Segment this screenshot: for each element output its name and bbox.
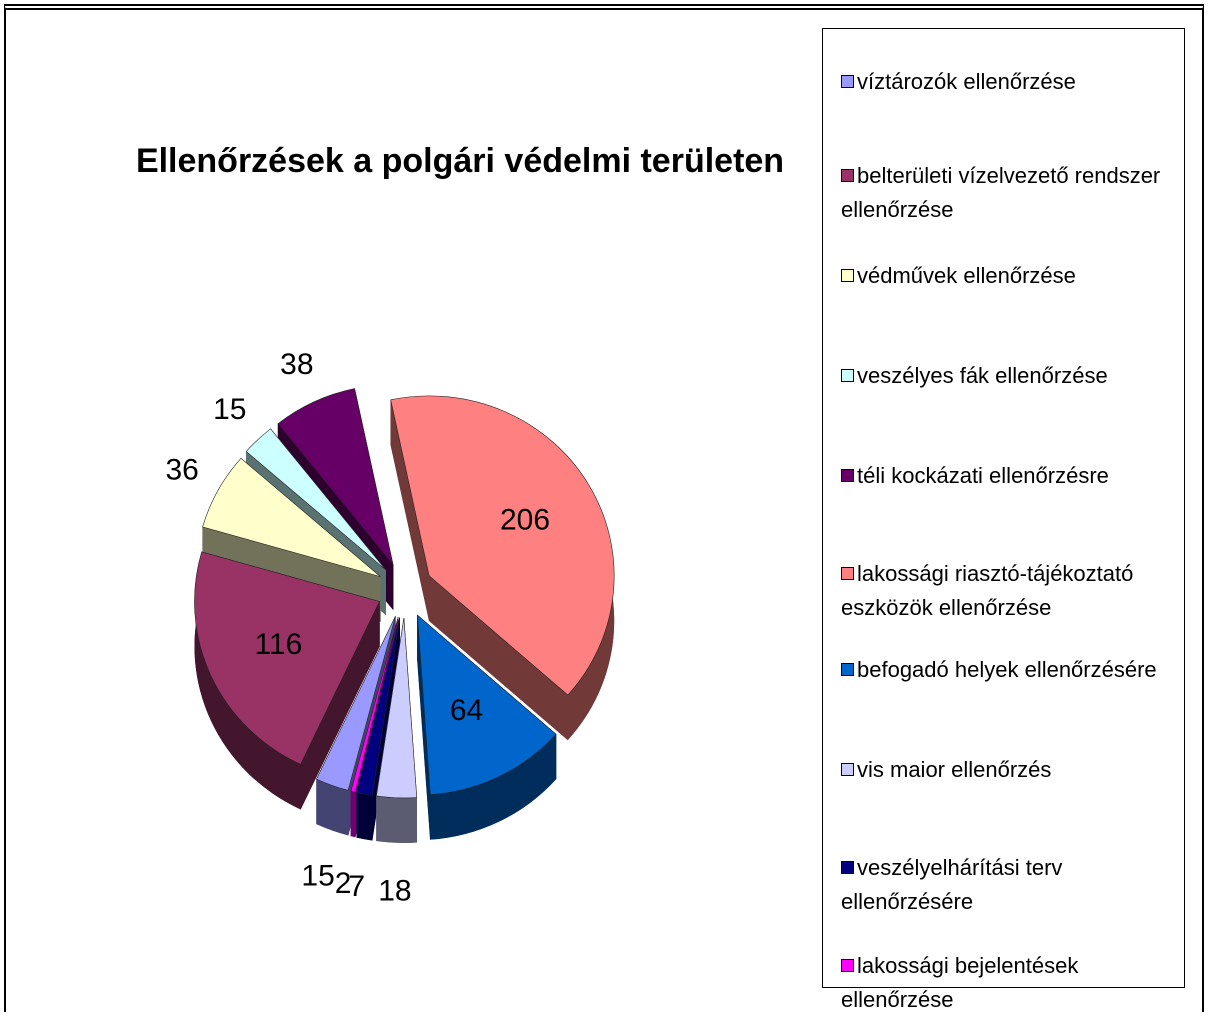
slice (390, 395, 615, 741)
slice (376, 617, 418, 843)
legend-label: téli kockázati ellenőrzésre (857, 463, 1109, 488)
slice (417, 614, 557, 840)
legend-item: víztározók ellenőrzése (841, 65, 1181, 99)
legend-swatch (841, 169, 854, 182)
slice (376, 617, 418, 799)
legend-swatch (841, 959, 854, 972)
slice-side (356, 792, 373, 841)
slice (245, 428, 386, 570)
legend-label: védművek ellenőrzése (857, 263, 1076, 288)
data-label: 2 (335, 867, 352, 900)
chart-title: Ellenőrzések a polgári védelmi területen (136, 142, 784, 180)
slice (417, 614, 557, 795)
legend-item: veszélyelhárítási terv ellenőrzésére (841, 851, 1181, 919)
data-label: 15 (213, 393, 246, 426)
legend-label: belterületi vízelvezető rendszer ellenőr… (841, 163, 1161, 222)
slice (194, 551, 380, 810)
legend-item: befogadó helyek ellenőrzésére (841, 653, 1181, 687)
legend-item: belterületi vízelvezető rendszer ellenőr… (841, 159, 1181, 227)
data-label: 18 (378, 874, 411, 907)
slice (316, 616, 396, 791)
legend-label: víztározók ellenőrzése (857, 69, 1076, 94)
legend-swatch (841, 861, 854, 874)
data-label: 116 (254, 628, 302, 661)
legend-swatch (841, 269, 854, 282)
legend-item: lakossági riasztó-tájékoztató eszközök e… (841, 557, 1181, 625)
slice (356, 617, 400, 796)
legend-swatch (841, 75, 854, 88)
data-label: 206 (500, 503, 550, 536)
frame (4, 4, 1204, 1012)
legend-label: lakossági riasztó-tájékoztató eszközök e… (841, 561, 1134, 620)
legend-item: lakossági bejelentések ellenőrzése (841, 949, 1181, 1017)
legend-label: veszélyelhárítási terv ellenőrzésére (841, 855, 1063, 914)
legend-swatch (841, 567, 854, 580)
slice-side (316, 779, 349, 836)
legend-swatch (841, 763, 854, 776)
data-label: 36 (165, 454, 198, 487)
slice (202, 457, 381, 577)
legend-swatch (841, 469, 854, 482)
slice (390, 395, 615, 696)
slice (194, 551, 380, 765)
data-label: 7 (348, 870, 365, 903)
legend-item: téli kockázati ellenőrzésre (841, 459, 1181, 493)
slice-side (194, 551, 301, 810)
legend-label: veszélyes fák ellenőrzése (857, 363, 1108, 388)
slice-side (376, 795, 417, 843)
slice-side (350, 791, 356, 838)
slice (350, 617, 399, 793)
legend-label: lakossági bejelentések ellenőrzése (841, 953, 1079, 1012)
legend-item: veszélyes fák ellenőrzése (841, 359, 1181, 393)
data-label: 15 (301, 860, 334, 893)
slice (277, 388, 394, 565)
legend-item: vis maior ellenőrzés (841, 753, 1181, 787)
chart: Ellenőrzések a polgári védelmi területen… (136, 142, 784, 907)
data-label: 64 (450, 694, 483, 727)
legend: víztározók ellenőrzése belterületi vízelv… (822, 28, 1185, 1012)
legend-item: védművek ellenőrzése (841, 259, 1181, 293)
legend-swatch (841, 369, 854, 382)
data-label: 38 (280, 348, 313, 381)
legend-label: vis maior ellenőrzés (857, 757, 1052, 782)
legend-label: befogadó helyek ellenőrzésére (857, 657, 1157, 682)
slice-side (430, 734, 557, 840)
legend-swatch (841, 663, 854, 676)
